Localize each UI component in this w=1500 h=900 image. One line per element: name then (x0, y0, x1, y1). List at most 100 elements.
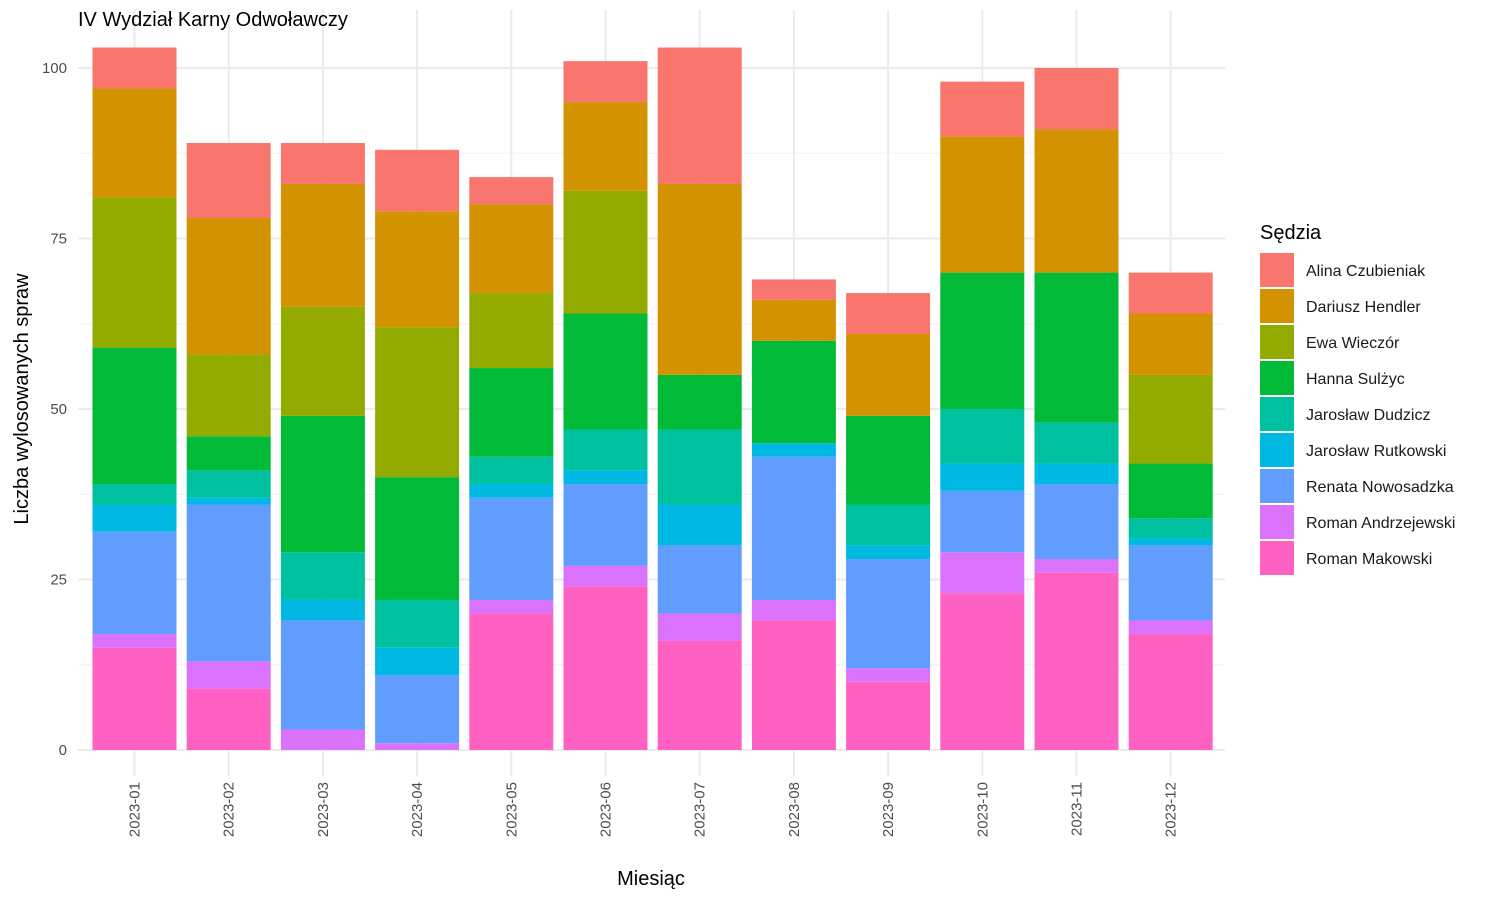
bar-segment (1034, 463, 1119, 485)
bars (92, 47, 1213, 750)
x-tick-label: 2023-04 (409, 782, 426, 837)
bar-segment (280, 552, 365, 600)
bar-segment (940, 81, 1025, 137)
bar-segment (92, 484, 177, 505)
y-tick-label: 25 (50, 572, 67, 589)
legend-key (1260, 433, 1294, 467)
bar-segment (563, 470, 648, 485)
bar-segment (1128, 634, 1213, 750)
x-tick-label: 2023-02 (221, 782, 238, 837)
bar-segment (186, 688, 271, 750)
legend-label: Renata Nowosadzka (1306, 479, 1454, 496)
bar-segment (375, 599, 460, 648)
legend-key (1260, 325, 1294, 359)
bar-segment (1034, 422, 1119, 464)
bar-segment (563, 61, 648, 103)
bar-segment (751, 299, 836, 341)
bar-segment (92, 531, 177, 635)
bar-segment (1034, 559, 1119, 573)
legend-key (1260, 361, 1294, 395)
bar-segment (186, 497, 271, 505)
legend-label: Alina Czubieniak (1306, 263, 1426, 280)
y-axis-ticks: 0 25 50 75 100 (42, 60, 67, 759)
bar-segment (469, 368, 554, 457)
bar-segment (846, 415, 931, 505)
bar-segment (92, 197, 177, 348)
bar-segment (469, 293, 554, 369)
bar-segment (563, 313, 648, 430)
bar-segment (1128, 374, 1213, 464)
bar-segment (186, 354, 271, 437)
legend-label: Roman Makowski (1306, 551, 1432, 568)
bar-segment (186, 143, 271, 219)
x-tick-label: 2023-01 (127, 782, 144, 837)
bar-segment (280, 599, 365, 621)
legend-key (1260, 253, 1294, 287)
x-tick-label: 2023-08 (786, 782, 803, 837)
bar-segment (657, 613, 742, 641)
legend: Sędzia Alina Czubieniak Dariusz Hendler Ew… (1260, 222, 1455, 575)
legend-label: Dariusz Hendler (1306, 299, 1421, 316)
bar-segment (751, 456, 836, 600)
bar-segment (657, 47, 742, 184)
x-axis-ticks: 2023-01 2023-02 2023-03 2023-04 2023-05 2023-… (127, 782, 1180, 837)
bar-segment (375, 327, 460, 478)
bar-segment (940, 272, 1025, 409)
bar-segment (940, 463, 1025, 491)
y-axis-title: Liczba wylosowanych spraw (11, 273, 33, 525)
bar-segment (469, 599, 554, 614)
bar-segment (1034, 129, 1119, 273)
bar-segment (563, 565, 648, 587)
bar-segment (657, 183, 742, 375)
bar-segment (1034, 572, 1119, 750)
bar-segment (92, 88, 177, 198)
bar-segment (940, 409, 1025, 464)
bar-segment (186, 218, 271, 355)
legend-title: Sędzia (1260, 222, 1322, 244)
bar-segment (375, 674, 460, 744)
y-tick-label: 75 (50, 231, 67, 248)
bar-segment (375, 149, 460, 212)
y-tick-label: 100 (42, 60, 67, 77)
bar-segment (846, 293, 931, 334)
bar-segment (280, 183, 365, 307)
bar-segment (375, 647, 460, 675)
bar-segment (1034, 484, 1119, 560)
bar-segment (92, 647, 177, 750)
bar-segment (375, 211, 460, 328)
legend-key (1260, 505, 1294, 539)
bar-segment (563, 586, 648, 750)
bar-segment (563, 484, 648, 566)
bar-segment (469, 204, 554, 294)
y-tick-label: 0 (59, 742, 67, 759)
bar-segment (846, 545, 931, 560)
bar-segment (751, 279, 836, 300)
legend-key (1260, 397, 1294, 431)
bar-segment (751, 340, 836, 444)
legend-label: Roman Andrzejewski (1306, 515, 1455, 532)
bar-segment (657, 545, 742, 614)
bar-segment (846, 504, 931, 546)
bar-segment (469, 613, 554, 750)
bar-segment (563, 102, 648, 191)
x-tick-label: 2023-11 (1069, 782, 1086, 836)
y-tick-label: 50 (50, 401, 67, 418)
bar-segment (375, 743, 460, 750)
bar-segment (280, 306, 365, 416)
bar-segment (1128, 518, 1213, 539)
bar-segment (657, 429, 742, 505)
bar-segment (469, 177, 554, 205)
bar-segment (1128, 272, 1213, 314)
bar-segment (751, 620, 836, 750)
bar-segment (563, 429, 648, 471)
bar-segment (280, 729, 365, 750)
bar-segment (940, 593, 1025, 750)
bar-segment (751, 599, 836, 621)
bar-segment (1034, 272, 1119, 423)
bar-segment (1128, 545, 1213, 621)
legend-key (1260, 541, 1294, 575)
bar-segment (657, 640, 742, 750)
legend-label: Jarosław Rutkowski (1306, 443, 1446, 460)
x-tick-label: 2023-12 (1163, 782, 1180, 837)
